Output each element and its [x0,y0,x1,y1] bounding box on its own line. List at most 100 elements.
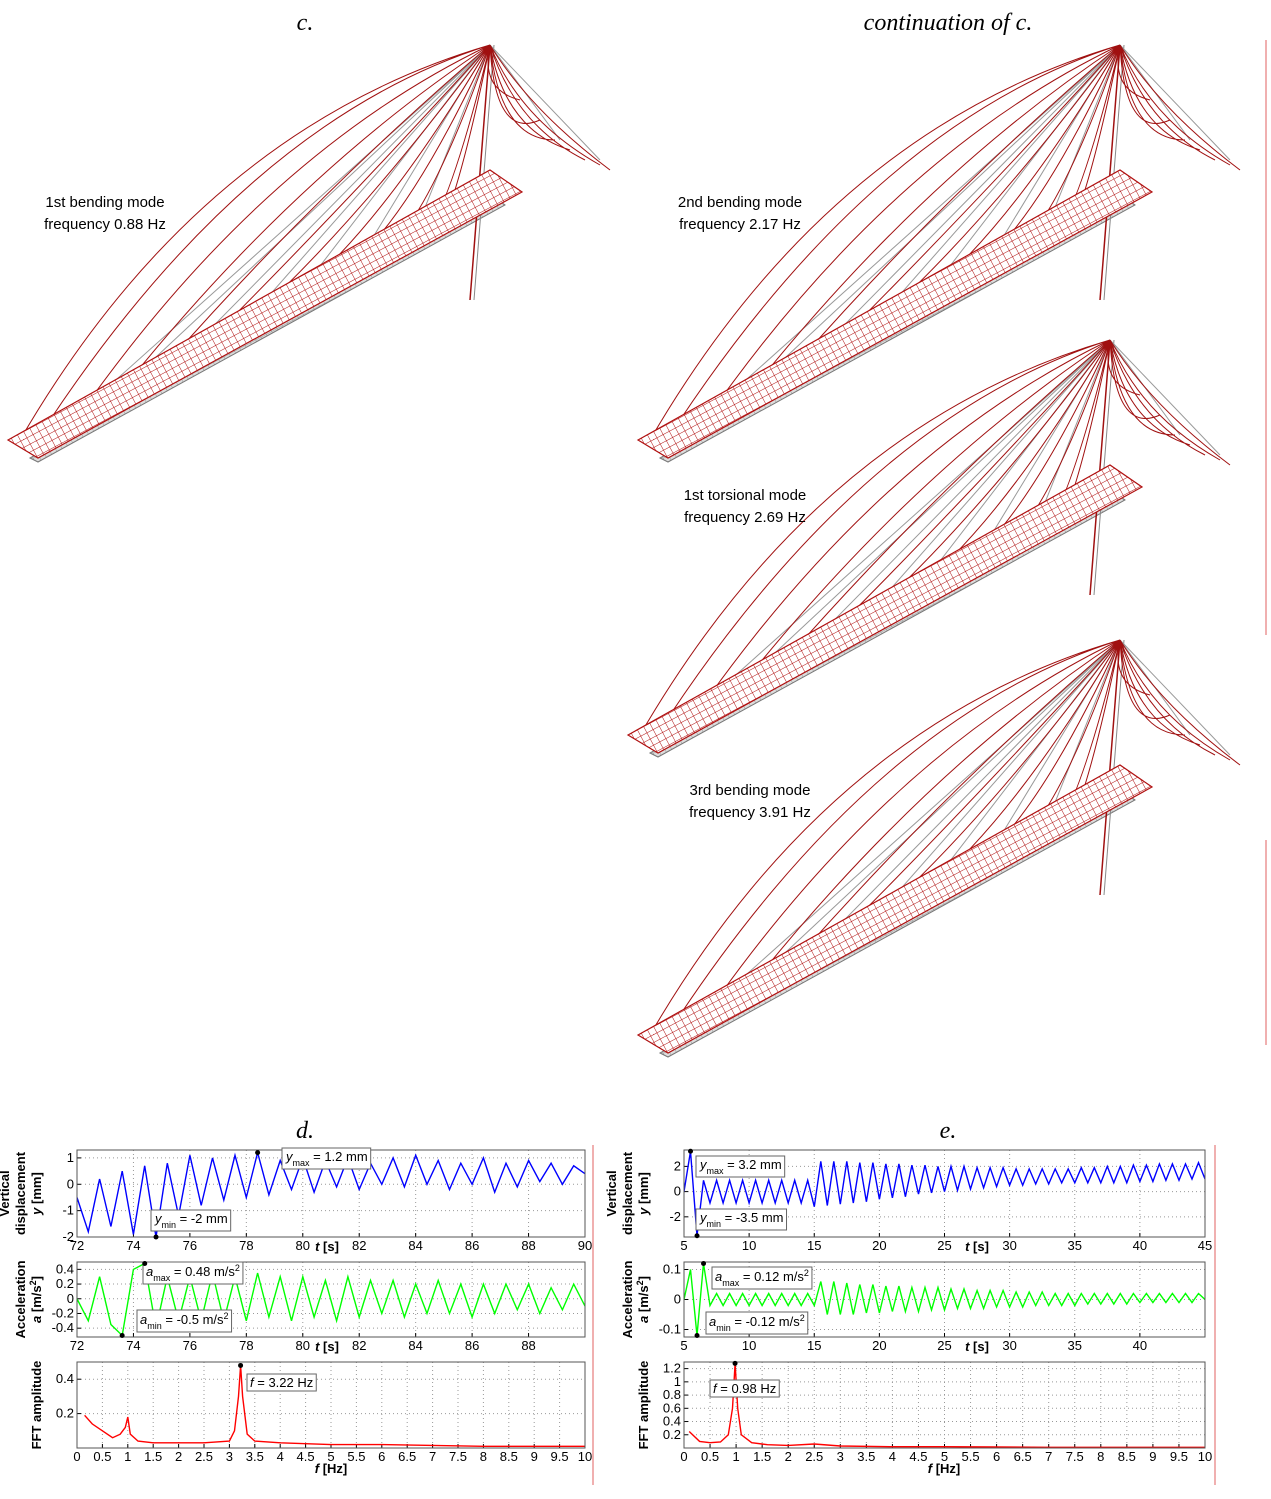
annotation-point [695,1233,700,1238]
figure: c. continuation of c. 1st bending mode f… [0,0,1271,1499]
annotation-label: f = 0.98 Hz [713,1381,776,1396]
label-part: [m/s [636,1285,651,1315]
mode-frequency: frequency 0.88 Hz [44,216,166,233]
label-part: 2 [224,1311,229,1321]
bridge-mode-drawing [8,45,610,462]
y-tick-label: 0.2 [56,1406,74,1421]
x-tick-label: 5.5 [347,1449,365,1464]
label-part: Acceleration [13,1260,28,1338]
x-tick-label: 5 [680,1338,687,1353]
x-tick-label: 76 [183,1238,197,1253]
x-tick-label: 2.5 [805,1449,823,1464]
y-tick-label: 0.1 [663,1262,681,1277]
x-tick-label: 4.5 [909,1449,927,1464]
x-tick-label: 20 [872,1238,886,1253]
annotation-point [688,1149,693,1154]
label-part: FFT amplitude [636,1361,651,1450]
x-tick-label: 35 [1068,1338,1082,1353]
x-tick-label: 74 [126,1238,140,1253]
x-tick-label: 8.5 [500,1449,518,1464]
annotation-point [142,1261,147,1266]
mode-name: 3rd bending mode [690,782,811,799]
x-tick-label: 10 [578,1449,592,1464]
x-tick-label: 10 [1198,1449,1212,1464]
label-part: max [293,1158,311,1168]
x-axis-label: f [Hz] [315,1461,348,1476]
label-part: [s] [319,1239,339,1254]
label-part: 2 [804,1268,809,1278]
label-part: Vertical [604,1170,619,1216]
x-tick-label: 82 [352,1238,366,1253]
x-tick-label: 78 [239,1238,253,1253]
y-tick-label: 0.2 [663,1427,681,1442]
annotation-point [701,1261,706,1266]
mode-name: 1st bending mode [45,194,164,211]
y-tick-label: -0.4 [52,1320,74,1335]
annotation-point [154,1235,159,1240]
y-axis-label: y [mm] [636,1172,651,1216]
x-tick-label: 10 [742,1238,756,1253]
annotation-point [733,1361,738,1366]
label-part: min [162,1220,177,1230]
y-tick-label: 1.2 [663,1361,681,1376]
y-tick-label: 0.6 [663,1400,681,1415]
y-tick-label: -1 [62,1203,74,1218]
label-part: [Hz] [932,1461,960,1476]
x-tick-label: 5.5 [962,1449,980,1464]
x-tick-label: 8 [480,1449,487,1464]
y-axis-label: a [m/s2] [28,1276,44,1323]
y-tick-label: 0.4 [56,1261,74,1276]
y-tick-label: -0.1 [659,1322,681,1337]
label-part: a [709,1314,716,1329]
x-tick-label: 84 [408,1338,422,1353]
y-tick-label: 0 [674,1292,681,1307]
x-tick-label: 90 [578,1238,592,1253]
y-tick-label: 0.4 [56,1371,74,1386]
label-part: FFT amplitude [29,1361,44,1450]
label-part: [s] [969,1339,989,1354]
x-tick-label: 8 [1097,1449,1104,1464]
label-part: min [147,1321,162,1331]
x-tick-label: 9.5 [551,1449,569,1464]
label-part: 2 [235,1263,240,1273]
x-tick-label: 9.5 [1170,1449,1188,1464]
y-tick-label: -0.2 [52,1305,74,1320]
x-tick-label: 7 [429,1449,436,1464]
label-part: a [715,1269,722,1284]
x-tick-label: 0 [73,1449,80,1464]
label-part: = 0.48 m/s [170,1264,235,1279]
y-tick-label: -2 [669,1209,681,1224]
y-axis-label: FFT amplitude [636,1361,651,1450]
y-tick-label: 0.4 [663,1414,681,1429]
x-tick-label: 35 [1068,1238,1082,1253]
label-part: = 1.2 mm [310,1149,368,1164]
x-tick-label: 40 [1133,1238,1147,1253]
x-tick-label: 6 [378,1449,385,1464]
x-tick-label: 72 [70,1338,84,1353]
x-tick-label: 88 [521,1338,535,1353]
label-part: a [146,1264,153,1279]
x-tick-label: 76 [183,1338,197,1353]
x-tick-label: 0.5 [701,1449,719,1464]
mode-frequency: frequency 2.17 Hz [679,216,801,233]
y-axis-label: y [mm] [29,1172,44,1216]
x-tick-label: 74 [126,1338,140,1353]
x-axis-label: t [s] [315,1239,339,1254]
x-tick-label: 2 [785,1449,792,1464]
x-tick-label: 6 [993,1449,1000,1464]
x-tick-label: 40 [1133,1338,1147,1353]
label-part: displacement [620,1151,635,1235]
mode-frequency: frequency 3.91 Hz [689,804,811,821]
y-axis-label: FFT amplitude [29,1361,44,1450]
x-tick-label: 45 [1198,1238,1212,1253]
y-tick-label: 0 [67,1176,74,1191]
x-tick-label: 2.5 [195,1449,213,1464]
x-tick-label: 4.5 [297,1449,315,1464]
x-tick-label: 80 [296,1238,310,1253]
label-part: [Hz] [319,1461,347,1476]
x-axis-label: f [Hz] [928,1461,961,1476]
x-tick-label: 5 [680,1238,687,1253]
label-part: [mm] [636,1172,651,1207]
label-part: = -2 mm [176,1211,228,1226]
x-tick-label: 0 [680,1449,687,1464]
